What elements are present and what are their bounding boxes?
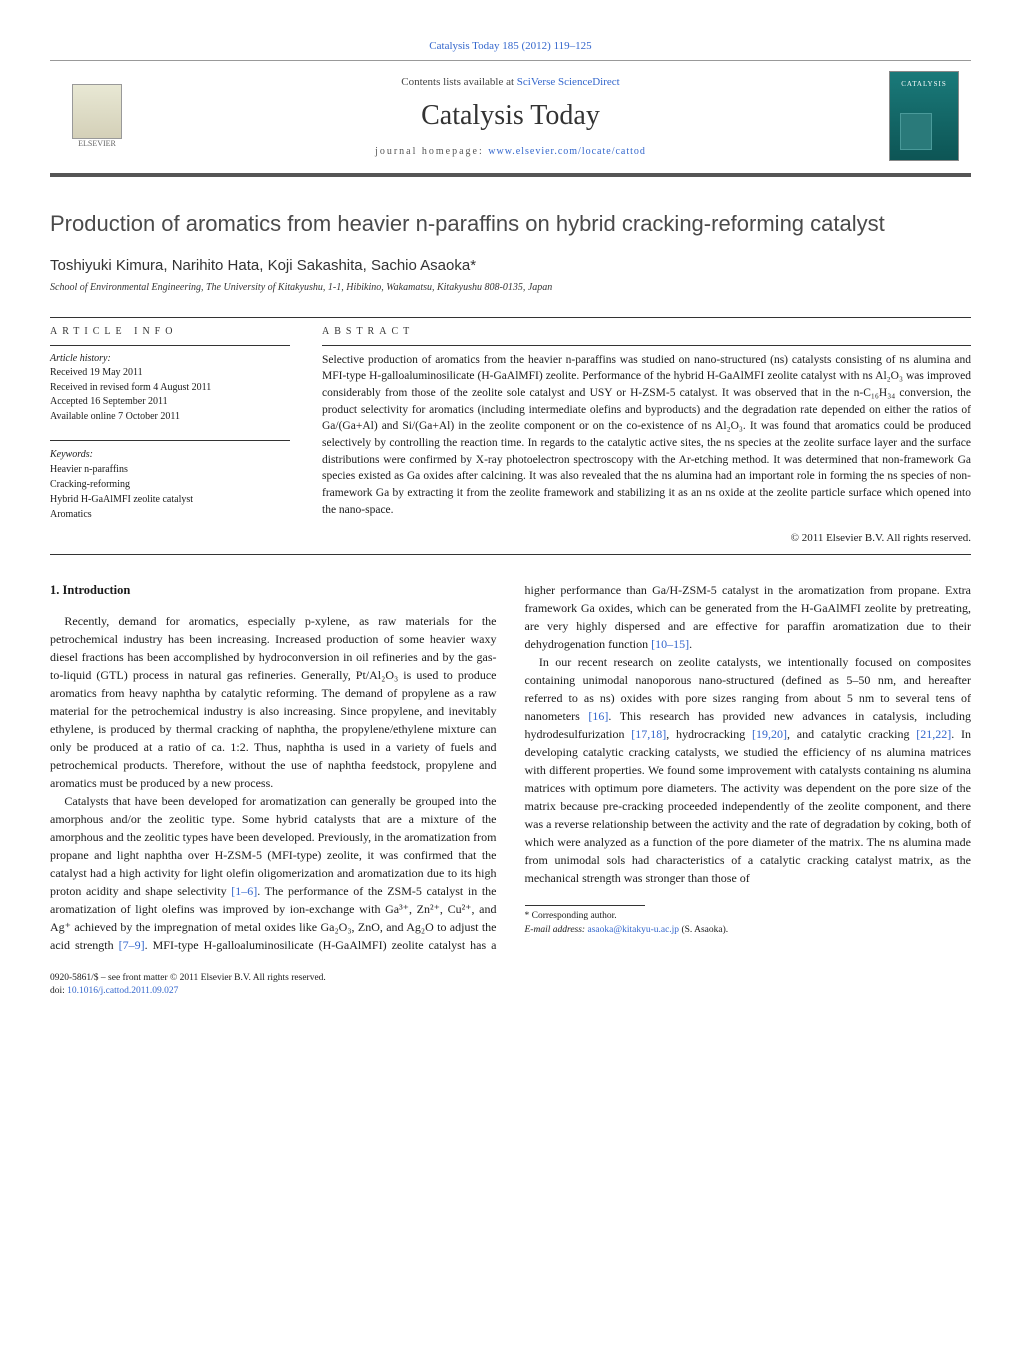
footnote-corresponding: * Corresponding author. bbox=[525, 910, 972, 923]
para-3d: , and catalytic cracking bbox=[787, 727, 916, 741]
homepage-line: journal homepage: www.elsevier.com/locat… bbox=[148, 146, 873, 157]
rule-bottom bbox=[50, 554, 971, 555]
para-2d: . bbox=[689, 637, 692, 651]
ref-1-6-link[interactable]: [1–6] bbox=[231, 884, 257, 898]
para-1: Recently, demand for aromatics, especial… bbox=[50, 612, 497, 792]
authors-text: Toshiyuki Kimura, Narihito Hata, Koji Sa… bbox=[50, 257, 470, 274]
footer-meta: 0920-5861/$ – see front matter © 2011 El… bbox=[50, 972, 971, 999]
journal-cover-icon bbox=[889, 71, 959, 161]
keyword-1: Cracking-reforming bbox=[50, 477, 290, 492]
footer-front-matter: 0920-5861/$ – see front matter © 2011 El… bbox=[50, 972, 971, 985]
author-list: Toshiyuki Kimura, Narihito Hata, Koji Sa… bbox=[50, 257, 971, 274]
para-3c: , hydrocracking bbox=[666, 727, 752, 741]
doi-link[interactable]: 10.1016/j.cattod.2011.09.027 bbox=[67, 986, 178, 996]
article-title: Production of aromatics from heavier n-p… bbox=[50, 209, 971, 239]
footnote-email-label: E-mail address: bbox=[525, 925, 588, 935]
history-online: Available online 7 October 2011 bbox=[50, 410, 290, 425]
ref-21-22-link[interactable]: [21,22] bbox=[916, 727, 951, 741]
journal-reference-link[interactable]: Catalysis Today 185 (2012) 119–125 bbox=[429, 40, 591, 52]
ref-7-9-link[interactable]: [7–9] bbox=[119, 938, 145, 952]
abstract-text: Selective production of aromatics from t… bbox=[322, 352, 971, 519]
history-revised: Received in revised form 4 August 2011 bbox=[50, 381, 290, 396]
footnote-rule bbox=[525, 905, 645, 906]
journal-header: ELSEVIER Contents lists available at Sci… bbox=[50, 60, 971, 177]
history-received: Received 19 May 2011 bbox=[50, 366, 290, 381]
doi-label: doi: bbox=[50, 986, 65, 996]
para-3: In our recent research on zeolite cataly… bbox=[525, 653, 972, 887]
elsevier-logo: ELSEVIER bbox=[62, 76, 132, 156]
ref-19-20-link[interactable]: [19,20] bbox=[752, 727, 787, 741]
elsevier-logo-label: ELSEVIER bbox=[78, 139, 116, 148]
rule-abstract bbox=[322, 345, 971, 346]
para-3e: . In developing catalytic cracking catal… bbox=[525, 727, 972, 885]
article-info-label: article info bbox=[50, 326, 290, 337]
ref-10-15-link[interactable]: [10–15] bbox=[651, 637, 689, 651]
article-history: Article history: Received 19 May 2011 Re… bbox=[50, 352, 290, 425]
rule-top bbox=[50, 317, 971, 318]
copyright-line: © 2011 Elsevier B.V. All rights reserved… bbox=[322, 532, 971, 544]
scidirect-link[interactable]: SciVerse ScienceDirect bbox=[517, 76, 620, 88]
footnote-email-who: (S. Asaoka). bbox=[681, 925, 728, 935]
abstract-label: abstract bbox=[322, 326, 971, 337]
homepage-prefix: journal homepage: bbox=[375, 146, 488, 157]
affiliation: School of Environmental Engineering, The… bbox=[50, 282, 971, 293]
journal-reference: Catalysis Today 185 (2012) 119–125 bbox=[50, 40, 971, 52]
contents-prefix: Contents lists available at bbox=[401, 76, 516, 88]
corresponding-mark-icon: * bbox=[470, 257, 476, 274]
journal-title: Catalysis Today bbox=[148, 100, 873, 132]
homepage-link[interactable]: www.elsevier.com/locate/cattod bbox=[488, 146, 646, 157]
ref-17-18-link[interactable]: [17,18] bbox=[631, 727, 666, 741]
history-accepted: Accepted 16 September 2011 bbox=[50, 395, 290, 410]
history-head: Article history: bbox=[50, 352, 290, 367]
para-2a: Catalysts that have been developed for a… bbox=[50, 794, 497, 898]
rule-info bbox=[50, 345, 290, 346]
keyword-3: Aromatics bbox=[50, 507, 290, 522]
contents-line: Contents lists available at SciVerse Sci… bbox=[148, 76, 873, 88]
footnotes: * Corresponding author. E-mail address: … bbox=[525, 910, 972, 937]
article-title-text: Production of aromatics from heavier n-p… bbox=[50, 211, 885, 236]
section-1-heading: 1. Introduction bbox=[50, 581, 497, 600]
keyword-2: Hybrid H-GaAlMFI zeolite catalyst bbox=[50, 492, 290, 507]
footnote-email-link[interactable]: asaoka@kitakyu-u.ac.jp bbox=[587, 925, 679, 935]
body-text: 1. Introduction Recently, demand for aro… bbox=[50, 581, 971, 954]
keywords-head: Keywords: bbox=[50, 447, 290, 462]
keyword-0: Heavier n-paraffins bbox=[50, 462, 290, 477]
elsevier-tree-icon bbox=[72, 84, 122, 139]
rule-keywords bbox=[50, 440, 290, 441]
ref-16-link[interactable]: [16] bbox=[588, 709, 608, 723]
keywords-block: Keywords: Heavier n-paraffins Cracking-r… bbox=[50, 447, 290, 522]
